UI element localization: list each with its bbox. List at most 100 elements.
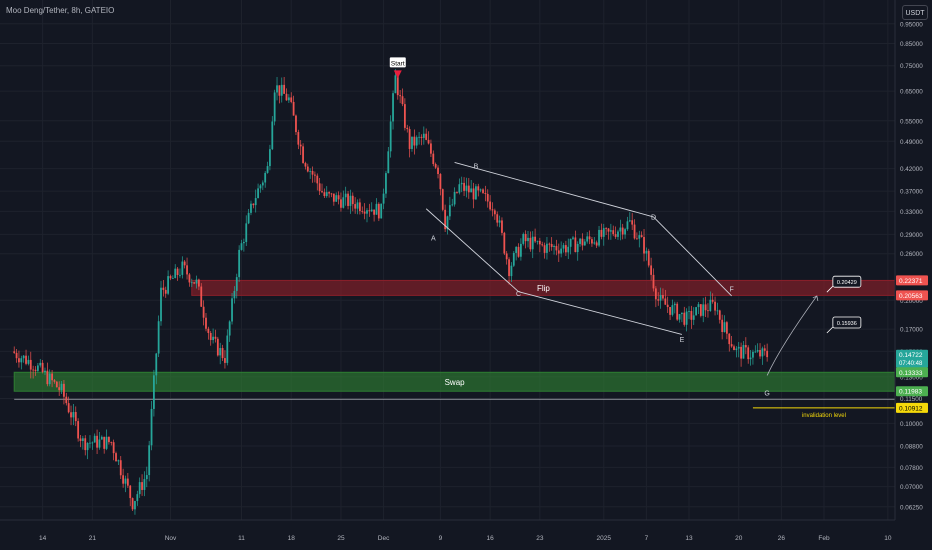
candle bbox=[434, 162, 437, 169]
candle-body bbox=[725, 322, 728, 334]
candle bbox=[141, 474, 143, 496]
candle bbox=[546, 237, 548, 260]
currency-button[interactable]: USDT bbox=[902, 5, 928, 20]
candle-body bbox=[141, 482, 143, 490]
candle-body bbox=[67, 403, 70, 413]
candle-body bbox=[671, 305, 674, 315]
candle-body bbox=[169, 276, 172, 279]
candle bbox=[659, 287, 662, 309]
candle-body bbox=[564, 245, 567, 253]
candle bbox=[67, 396, 70, 414]
candle-body bbox=[65, 396, 68, 404]
candle-body bbox=[579, 238, 581, 244]
candle-body bbox=[690, 311, 693, 320]
candle-body bbox=[273, 92, 276, 122]
candle bbox=[261, 180, 264, 191]
candle bbox=[647, 248, 650, 268]
zone-label: Swap bbox=[445, 378, 466, 387]
candle-body bbox=[519, 243, 522, 257]
candle-body bbox=[733, 346, 735, 351]
wave-label-b: B bbox=[474, 164, 479, 171]
candle-body bbox=[697, 304, 700, 308]
candle-body bbox=[695, 307, 698, 316]
candle-body bbox=[501, 220, 503, 233]
candle bbox=[148, 440, 151, 482]
candle-body bbox=[676, 303, 679, 320]
candle-body bbox=[711, 299, 714, 302]
candle-body bbox=[628, 220, 631, 222]
candle-body bbox=[427, 139, 430, 144]
candle-body bbox=[212, 336, 214, 341]
candle bbox=[169, 274, 172, 281]
candle bbox=[164, 286, 167, 298]
candle-body bbox=[413, 136, 416, 146]
candle bbox=[458, 178, 461, 195]
candle bbox=[562, 242, 565, 253]
candle bbox=[212, 328, 214, 344]
candle-body bbox=[522, 233, 525, 244]
price-tag-value: 0.22371 bbox=[899, 278, 923, 285]
candle bbox=[235, 273, 238, 299]
candle-body bbox=[470, 188, 473, 193]
candle-body bbox=[638, 235, 641, 239]
candle bbox=[709, 291, 712, 312]
candle bbox=[299, 140, 302, 155]
target-label-1: 0.15936 bbox=[837, 321, 857, 327]
candle bbox=[626, 216, 629, 231]
invalidation-label: invalidation level bbox=[802, 413, 846, 419]
candle-body bbox=[183, 261, 186, 266]
candle bbox=[564, 240, 567, 257]
candle bbox=[704, 296, 707, 318]
candle bbox=[624, 227, 626, 239]
candle-body bbox=[692, 315, 695, 320]
candle bbox=[328, 191, 331, 198]
candle bbox=[669, 306, 671, 321]
candle-body bbox=[60, 383, 63, 391]
candle-body bbox=[673, 303, 676, 306]
candle-body bbox=[91, 442, 94, 444]
candle-body bbox=[467, 185, 470, 193]
candle bbox=[678, 313, 681, 323]
candle bbox=[607, 228, 610, 240]
candle bbox=[316, 173, 319, 191]
candle bbox=[574, 230, 577, 253]
candle bbox=[676, 301, 679, 321]
candle-body bbox=[174, 268, 177, 279]
candle-body bbox=[451, 204, 454, 206]
price-tick-label: 0.11500 bbox=[900, 396, 923, 403]
time-tick-label: 13 bbox=[685, 535, 693, 542]
candle-body bbox=[122, 475, 125, 484]
candle bbox=[314, 171, 316, 183]
candle bbox=[662, 288, 664, 301]
candle-body bbox=[375, 203, 378, 215]
candle bbox=[53, 379, 56, 384]
candle-body bbox=[380, 203, 383, 219]
candle-body bbox=[18, 358, 20, 363]
target-box bbox=[832, 316, 862, 329]
candle bbox=[725, 320, 728, 340]
candle bbox=[264, 171, 267, 188]
candle-body bbox=[515, 246, 518, 253]
candle-body bbox=[614, 234, 617, 237]
time-tick-label: 11 bbox=[238, 535, 245, 542]
candle bbox=[269, 144, 271, 171]
candle bbox=[155, 352, 158, 385]
candle-body bbox=[588, 236, 591, 240]
wave-label-a: A bbox=[431, 236, 436, 243]
candle-body bbox=[557, 250, 560, 254]
candle bbox=[761, 346, 764, 365]
candle bbox=[344, 186, 347, 206]
candle bbox=[612, 225, 615, 237]
candle-body bbox=[718, 310, 721, 320]
candle bbox=[91, 441, 94, 450]
candle bbox=[453, 187, 456, 207]
candle-body bbox=[645, 250, 648, 254]
candle-body bbox=[636, 238, 638, 240]
candle-body bbox=[524, 233, 527, 242]
candle bbox=[247, 208, 250, 225]
candle-body bbox=[399, 95, 402, 97]
candle bbox=[136, 490, 139, 506]
candle-body bbox=[403, 104, 406, 128]
candle-body bbox=[650, 265, 653, 275]
